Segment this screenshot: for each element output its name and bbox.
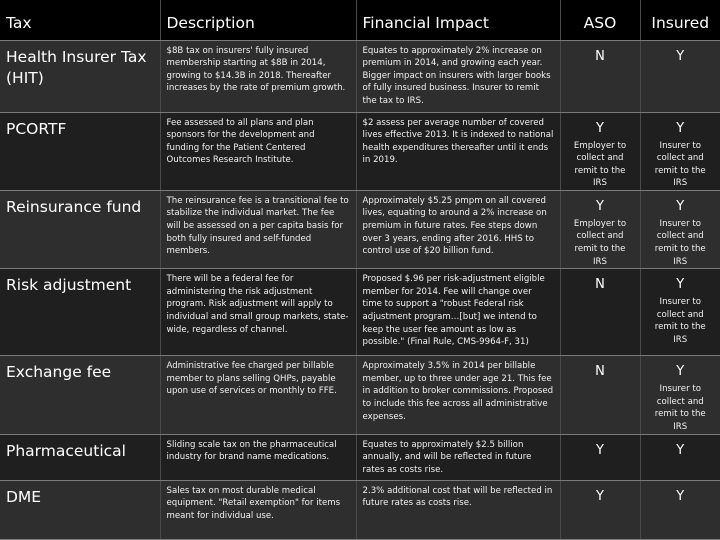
insured-cell: Y [640,434,720,481]
insured-note: Insurer to collect and remit to the IRS [654,140,706,189]
aso-value: N [595,277,605,293]
insured-note: Insurer to collect and remit to the IRS [654,384,706,433]
insured-cell: Y Insurer to collect and remit to the IRS [640,355,720,435]
insured-value: Y [676,198,685,214]
table-row: PCORTF Fee assessed to all plans and pla… [0,112,720,191]
insured-value: Y [676,442,685,458]
insured-cell: Y [640,480,720,540]
tax-name: DME [0,480,161,540]
tax-description: Sales tax on most durable medical equipm… [160,480,357,540]
header-description: Description [160,0,357,41]
insured-value: Y [676,488,685,504]
insured-value: Y [676,48,685,64]
aso-note: Employer to collect and remit to the IRS [573,140,627,189]
insured-cell: Y Insurer to collect and remit to the IRS [640,112,720,191]
table-row: Pharmaceutical Sliding scale tax on the … [0,434,720,481]
tax-name: PCORTF [0,112,161,191]
aso-value: Y [596,442,604,458]
tax-financial-impact: 2.3% additional cost that will be reflec… [356,480,561,540]
insured-cell: Y Insurer to collect and remit to the IRS [640,190,720,270]
tax-name: Health Insurer Tax (HIT) [0,40,161,113]
aso-cell: Y [560,480,641,540]
tax-description: $8B tax on insurers' fully insured membe… [160,40,357,113]
tax-financial-impact: Approximately 3.5% in 2014 per billable … [356,355,561,435]
tax-financial-impact: Equates to approximately 2% increase on … [356,40,561,113]
tax-description: There will be a federal fee for administ… [160,268,357,357]
table-row: Health Insurer Tax (HIT) $8B tax on insu… [0,40,720,113]
header-aso: ASO [560,0,641,41]
aso-value: Y [596,120,604,136]
aso-cell: N [560,355,641,435]
header-row: Tax Description Financial Impact ASO Ins… [0,0,720,41]
insured-note: Insurer to collect and remit to the IRS [654,297,706,346]
aso-value: Y [596,488,604,504]
table-row: Reinsurance fund The reinsurance fee is … [0,190,720,270]
tax-description: Fee assessed to all plans and plan spons… [160,112,357,191]
aso-cell: Y [560,434,641,481]
aso-cell: Y Employer to collect and remit to the IR… [560,190,641,270]
insured-value: Y [676,120,685,136]
aso-value: N [595,48,605,64]
tax-name: Exchange fee [0,355,161,435]
table-row: Risk adjustment There will be a federal … [0,268,720,357]
aso-note: Employer to collect and remit to the IRS [573,218,627,267]
tax-financial-impact: Equates to approximately $2.5 billion an… [356,434,561,481]
aso-value: N [595,364,605,380]
tax-description: Sliding scale tax on the pharmaceutical … [160,434,357,481]
header-financial-impact: Financial Impact [356,0,561,41]
tax-financial-impact: $2 assess per average number of covered … [356,112,561,191]
tax-name: Reinsurance fund [0,190,161,270]
tax-description: Administrative fee charged per billable … [160,355,357,435]
aso-cell: Y Employer to collect and remit to the IR… [560,112,641,191]
insured-value: Y [676,277,685,293]
table-row: DME Sales tax on most durable medical eq… [0,480,720,540]
insured-cell: Y [640,40,720,113]
tax-financial-impact: Approximately $5.25 pmpm on all covered … [356,190,561,270]
insured-value: Y [676,364,685,380]
tax-description: The reinsurance fee is a transitional fe… [160,190,357,270]
aso-cell: N [560,40,641,113]
header-insured: Insured [640,0,720,41]
insured-cell: Y Insurer to collect and remit to the IRS [640,268,720,357]
aso-cell: N [560,268,641,357]
insured-note: Insurer to collect and remit to the IRS [654,218,706,267]
tax-name: Pharmaceutical [0,434,161,481]
header-tax: Tax [0,0,161,41]
table-row: Exchange fee Administrative fee charged … [0,355,720,435]
tax-financial-impact: Proposed $.96 per risk-adjustment eligib… [356,268,561,357]
tax-name: Risk adjustment [0,268,161,357]
aso-value: Y [596,198,604,214]
